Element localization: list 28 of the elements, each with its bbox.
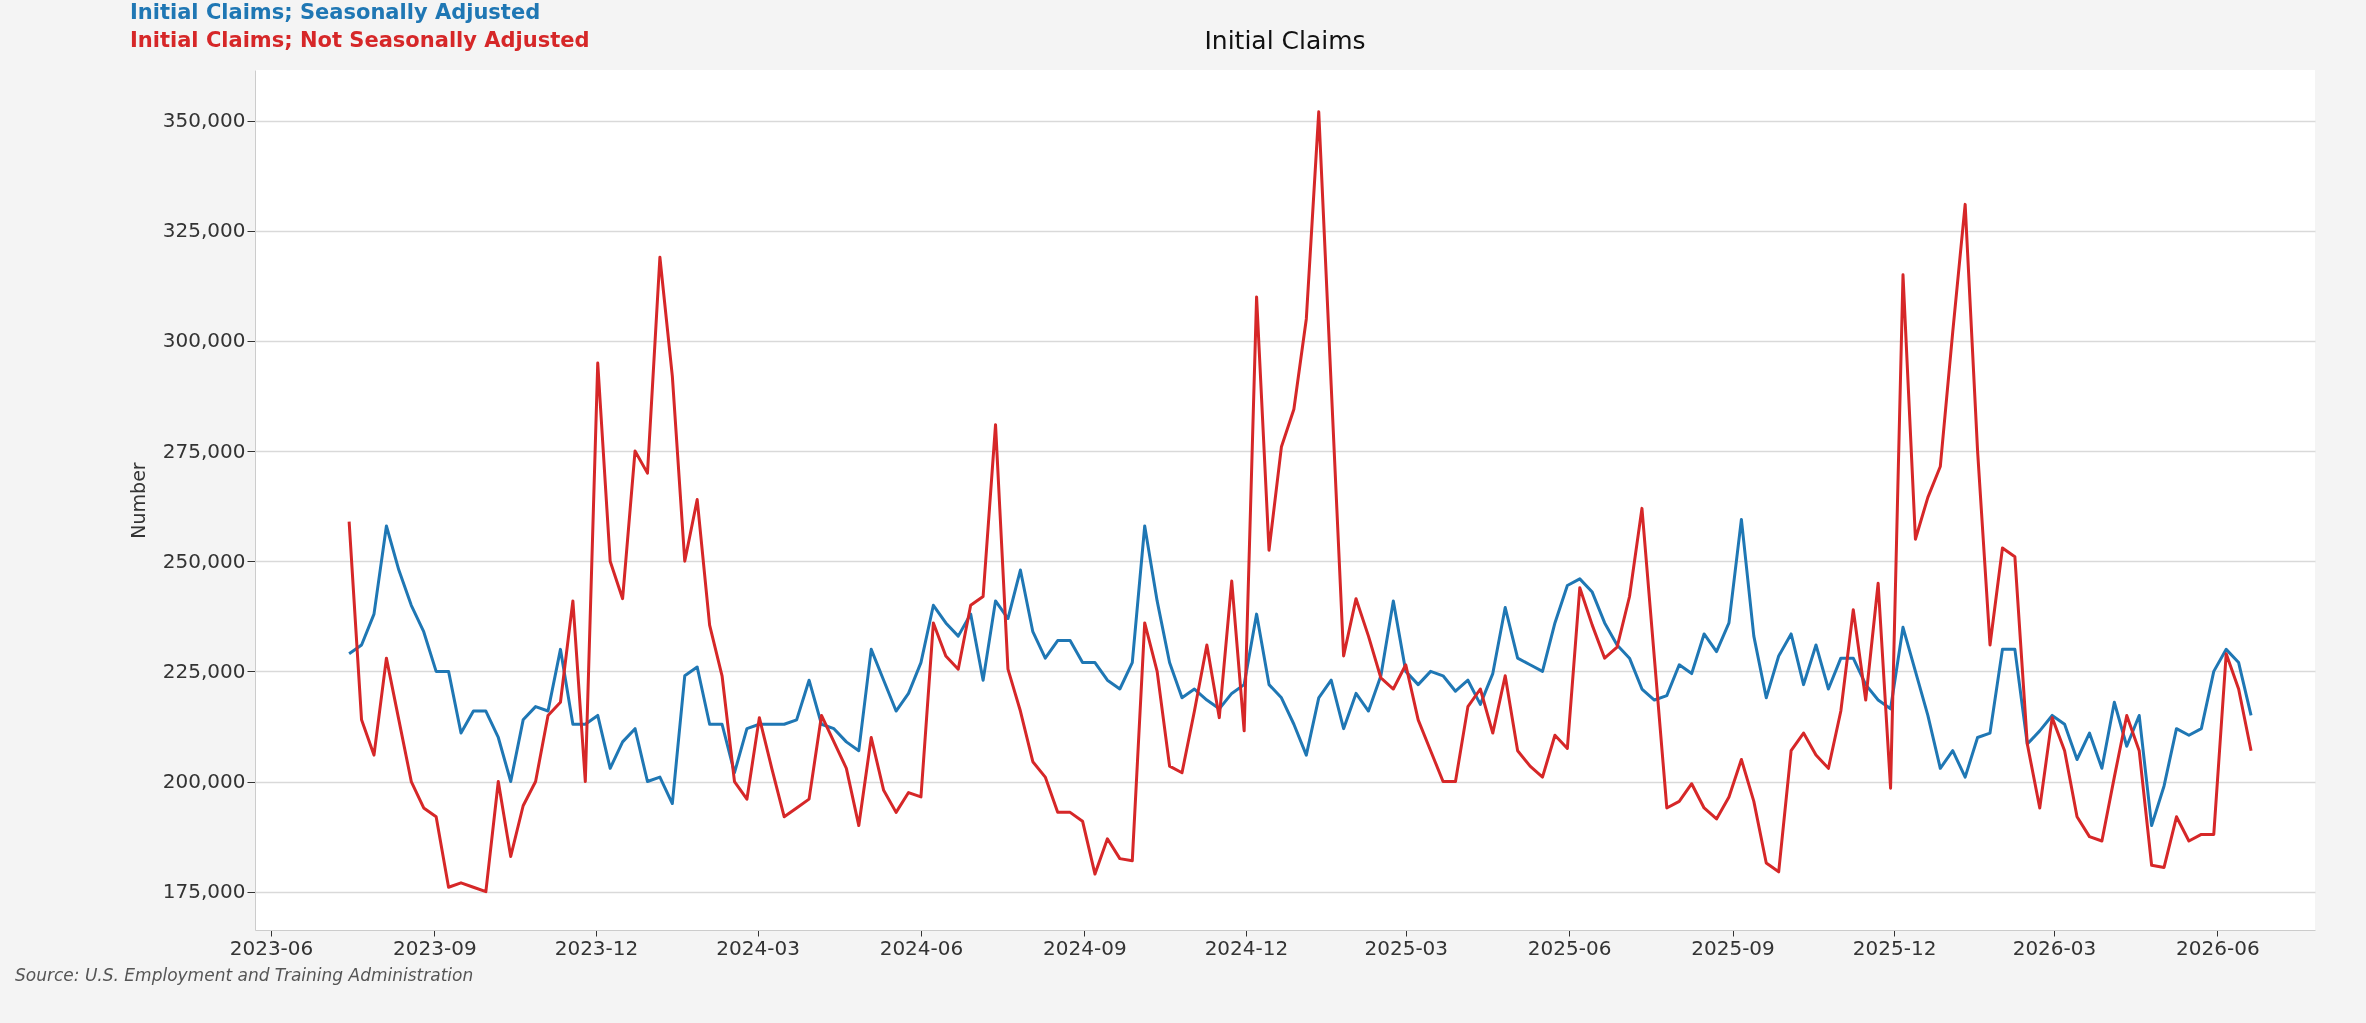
x-tick-label: 2023-12: [554, 935, 639, 960]
text: Initial Claims; Seasonally Adjusted: [130, 0, 541, 24]
y-tick-label: 275,000: [162, 438, 246, 463]
y-tick-label: 225,000: [162, 658, 246, 683]
x-tick-label: 2024-03: [716, 935, 800, 960]
chart-title: Initial Claims: [1204, 26, 1366, 55]
y-tick-label: 200,000: [162, 769, 246, 794]
x-tick-label: 2024-12: [1204, 935, 1289, 960]
x-tick-label: 2023-06: [229, 935, 314, 960]
y-tick-label: 350,000: [162, 108, 246, 133]
x-tick-label: 2025-03: [1364, 935, 1449, 960]
x-tick-label: 2026-06: [2176, 935, 2260, 960]
y-axis-title: Number: [126, 462, 149, 539]
y-tick-label: 175,000: [162, 879, 246, 904]
x-tick-label: 2025-12: [1852, 935, 1937, 960]
line-series: [347, 517, 2253, 828]
x-tick-label: 2026-03: [2012, 935, 2097, 960]
x-tick-label: 2024-06: [879, 935, 964, 960]
x-tick-label: 2025-09: [1691, 935, 1775, 960]
y-tick-label: 325,000: [162, 218, 246, 243]
y-tick-label: 250,000: [162, 548, 246, 573]
y-tick-label: 300,000: [162, 328, 246, 353]
x-tick-label: 2023-09: [393, 935, 477, 960]
source-note: Source: U.S. Employment and Training Administration: [15, 965, 474, 985]
x-tick-label: 2024-09: [1043, 935, 1127, 960]
line-series: [347, 110, 2253, 894]
text: Initial Claims; Not Seasonally Adjusted: [130, 27, 590, 52]
x-tick-label: 2025-06: [1527, 935, 1612, 960]
